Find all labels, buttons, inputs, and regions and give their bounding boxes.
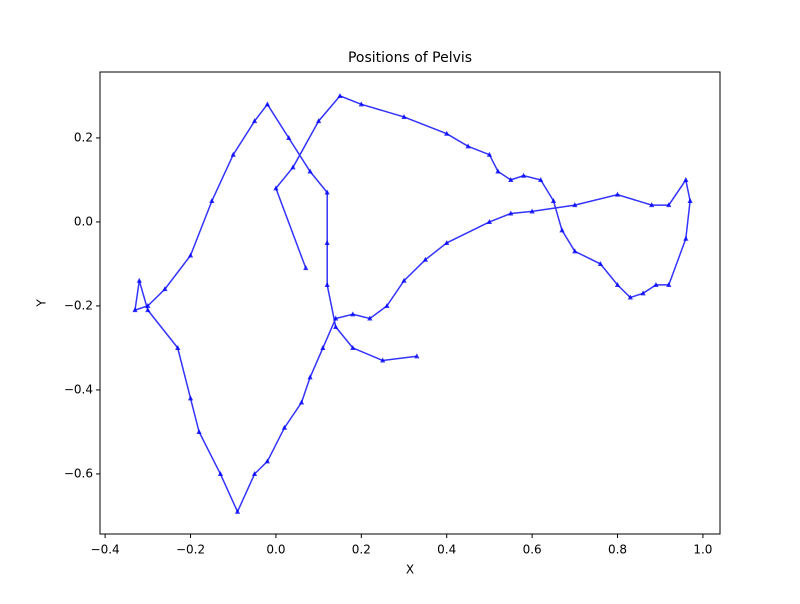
- trajectory-marker: [486, 218, 493, 224]
- trajectory-marker: [380, 357, 386, 363]
- trajectory-marker: [337, 92, 343, 98]
- x-tick-label: 0.4: [437, 543, 456, 557]
- trajectory-marker: [508, 176, 514, 182]
- trajectory-marker: [614, 281, 621, 287]
- x-tick-label: 0.8: [608, 543, 627, 557]
- trajectory-marker: [640, 290, 646, 296]
- trajectory-marker: [251, 470, 258, 476]
- trajectory-marker: [597, 260, 604, 266]
- trajectory-marker: [273, 185, 279, 191]
- trajectory-marker: [401, 277, 407, 283]
- trajectory-marker: [230, 151, 236, 157]
- trajectory-marker: [649, 202, 655, 208]
- trajectory-marker: [495, 168, 501, 174]
- trajectory-marker: [290, 164, 296, 170]
- trajectory-marker: [324, 189, 330, 195]
- trajectory-marker: [145, 307, 151, 313]
- y-tick-label: −0.4: [64, 382, 93, 396]
- trajectory-marker: [538, 176, 544, 182]
- x-tick-label: 0.6: [523, 543, 542, 557]
- trajectory-marker: [666, 281, 672, 287]
- trajectory-marker: [162, 286, 168, 292]
- trajectory-marker: [572, 202, 578, 208]
- trajectory-marker: [367, 315, 373, 321]
- x-axis-label: X: [406, 563, 414, 577]
- trajectory-marker: [572, 248, 578, 254]
- y-tick-label: −0.6: [64, 466, 93, 480]
- chart-title: Positions of Pelvis: [348, 50, 472, 66]
- trajectory-marker: [307, 168, 313, 174]
- trajectory-marker: [350, 311, 356, 317]
- trajectory-marker: [316, 118, 322, 124]
- trajectory-marker: [627, 294, 633, 300]
- trajectory-marker: [136, 277, 142, 283]
- trajectory-marker: [196, 428, 202, 434]
- trajectory-marker: [264, 458, 270, 464]
- trajectory-marker: [320, 344, 326, 350]
- trajectory-marker: [666, 202, 672, 208]
- trajectory-marker: [508, 210, 514, 216]
- trajectory-marker: [683, 176, 689, 182]
- trajectory-marker: [683, 235, 689, 241]
- trajectory-marker: [350, 344, 356, 350]
- trajectory-marker: [333, 323, 339, 329]
- trajectory-marker: [422, 256, 428, 262]
- trajectory-marker: [414, 353, 420, 359]
- trajectory-marker: [444, 239, 450, 245]
- trajectory-line: [134, 95, 691, 514]
- trajectory-marker: [384, 302, 390, 308]
- trajectory-marker: [486, 151, 493, 157]
- trajectory-marker: [465, 143, 471, 149]
- x-tick-label: 0.2: [352, 543, 371, 557]
- trajectory-marker: [324, 239, 330, 245]
- trajectory-marker: [333, 315, 339, 321]
- trajectory-marker: [187, 252, 194, 258]
- trajectory-marker: [614, 191, 621, 197]
- trajectory-marker: [286, 134, 292, 140]
- trajectory-marker: [653, 281, 659, 287]
- y-tick-label: 0.0: [74, 214, 93, 228]
- trajectory-marker: [307, 374, 313, 380]
- trajectory-marker: [298, 399, 305, 405]
- x-tick-label: 0.0: [266, 543, 285, 557]
- trajectory-marker: [529, 208, 535, 214]
- trajectory-marker: [281, 424, 288, 430]
- plot-frame: [99, 71, 721, 535]
- trajectory-marker: [209, 197, 215, 203]
- trajectory-marker: [550, 197, 557, 203]
- x-tick-label: −0.2: [176, 543, 205, 557]
- trajectory-marker: [175, 344, 181, 350]
- trajectory-marker: [251, 118, 258, 124]
- trajectory-marker: [187, 395, 194, 401]
- x-tick-label: 1.0: [693, 543, 712, 557]
- trajectory-marker: [145, 302, 151, 308]
- trajectory-marker: [520, 172, 527, 178]
- trajectory-marker: [559, 227, 565, 233]
- x-tick-label: −0.4: [91, 543, 120, 557]
- trajectory-marker: [687, 197, 693, 203]
- trajectory-marker: [358, 101, 364, 107]
- y-tick-label: −0.2: [64, 298, 93, 312]
- y-tick-label: 0.2: [74, 130, 93, 144]
- trajectory-marker: [401, 113, 407, 119]
- y-axis-label: Y: [35, 299, 49, 308]
- trajectory-marker: [217, 470, 224, 476]
- trajectory-marker: [444, 130, 450, 136]
- trajectory-marker: [324, 281, 330, 287]
- trajectory-marker: [264, 101, 270, 107]
- trajectory-marker: [303, 265, 309, 271]
- trajectory-marker: [234, 508, 241, 514]
- trajectory-marker: [132, 307, 138, 313]
